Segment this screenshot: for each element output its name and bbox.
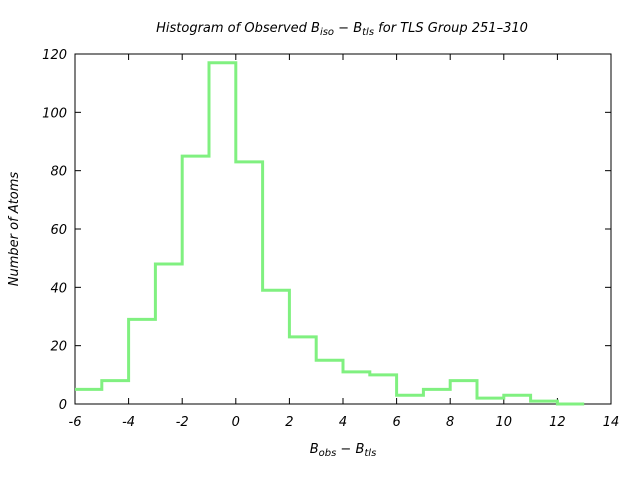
axis-tick-labels: -6 -4 -2 0 2 4 6 8 10 12 14 0 20 40 60 80 100 120 — [42, 48, 619, 430]
x-axis-label-sub2: tls — [364, 448, 376, 459]
chart-title-sub1: iso — [320, 27, 334, 38]
x-tick-label: 8 — [446, 415, 454, 430]
x-tick-label: 14 — [603, 415, 620, 430]
x-tick-label: -6 — [69, 415, 82, 430]
y-tick-label: 100 — [42, 106, 67, 121]
chart-title: Histogram of Observed Biso − Btls for TL… — [156, 21, 528, 38]
histogram-bin — [423, 389, 450, 404]
y-tick-label: 40 — [50, 281, 67, 296]
chart-title-mid: − B — [334, 21, 362, 36]
y-tick-label: 60 — [50, 223, 67, 238]
plot-frame — [74, 53, 612, 405]
x-tick-label: -4 — [122, 415, 135, 430]
chart-title-suffix: for TLS Group 251–310 — [374, 21, 528, 36]
histogram-bin — [102, 381, 129, 404]
histogram-bin — [129, 319, 156, 404]
x-axis-label: Bobs − Btls — [310, 442, 377, 459]
y-tick-label: 0 — [59, 398, 67, 413]
histogram-outline — [75, 61, 585, 406]
histogram-bin — [316, 360, 343, 404]
x-tick-label: 10 — [496, 415, 513, 430]
chart-title-prefix: Histogram of Observed B — [156, 21, 320, 36]
histogram-bin — [263, 290, 290, 404]
x-axis-label-mid: − B — [336, 442, 364, 457]
x-axis-label-main1: B — [310, 442, 319, 457]
x-axis-label-sub1: obs — [319, 448, 337, 459]
histogram-bin — [75, 389, 102, 404]
x-tick-label: 12 — [549, 415, 566, 430]
y-axis-label: Number of Atoms — [7, 172, 22, 287]
histogram-bin — [289, 337, 316, 404]
y-tick-label: 120 — [42, 48, 67, 63]
histogram-bin — [236, 162, 263, 404]
histogram-bin — [155, 264, 182, 404]
histogram-bin — [182, 156, 209, 404]
histogram-bin — [450, 381, 477, 404]
x-tick-label: 6 — [392, 415, 400, 430]
x-tick-label: -2 — [176, 415, 189, 430]
y-tick-label: 80 — [50, 165, 67, 180]
histogram-bin — [343, 372, 370, 404]
histogram-bin — [209, 63, 236, 404]
axis-ticks — [74, 53, 612, 405]
x-tick-label: 4 — [339, 415, 347, 430]
x-tick-label: 2 — [285, 415, 293, 430]
chart-title-sub2: tls — [362, 27, 374, 38]
y-tick-label: 20 — [50, 340, 67, 355]
histogram-bin — [370, 375, 397, 404]
x-tick-label: 0 — [232, 415, 240, 430]
